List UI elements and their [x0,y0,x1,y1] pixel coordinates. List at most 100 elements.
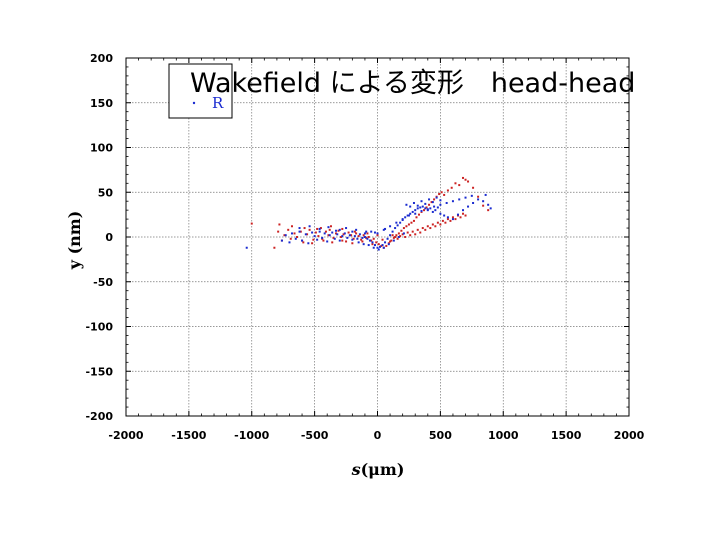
data-point-blue [414,209,417,212]
data-point-red [303,227,306,230]
data-point-blue [351,230,354,233]
data-point-red [278,223,281,226]
data-point-blue [472,201,475,204]
data-point-red [454,182,457,185]
data-point-blue [394,227,397,230]
data-point-red [372,237,375,240]
data-point-red [426,225,429,228]
data-point-red [424,228,427,231]
data-point-red [433,198,436,201]
data-point-red [446,218,449,221]
data-point-red [293,232,296,235]
data-point-blue [396,224,399,227]
y-tick-label: -100 [85,321,113,334]
data-point-blue [456,213,459,216]
data-point-blue [424,202,427,205]
data-point-red [350,234,353,237]
data-point-blue [384,227,387,230]
data-point-red [394,236,397,238]
legend-label-blue: R [212,94,224,112]
data-point-blue [368,239,371,242]
data-point-blue [439,212,442,215]
data-points [245,176,492,251]
data-point-red [477,195,480,198]
data-point-blue [367,244,370,247]
data-point-blue [381,244,384,247]
data-point-blue [431,201,434,204]
data-point-red [411,230,414,233]
data-point-blue [451,200,454,203]
data-point-red [361,240,364,243]
data-point-blue [363,236,366,238]
data-point-blue [401,218,404,221]
data-point-red [352,237,355,240]
data-point-blue [311,231,314,234]
data-point-red [404,236,407,238]
data-point-red [380,244,383,247]
data-point-red [406,231,409,234]
data-point-blue [313,235,316,238]
data-point-blue [307,242,310,245]
data-point-red [302,241,305,244]
y-tick-label: -150 [85,365,113,378]
data-point-blue [363,232,366,235]
data-point-red [299,230,302,233]
data-point-red [402,227,405,230]
data-point-red [308,228,311,231]
y-tick-label: -200 [85,410,113,423]
data-point-red [355,232,358,235]
data-point-blue [341,235,344,238]
data-point-blue [462,209,465,212]
data-point-blue [358,233,361,236]
data-point-red [441,219,444,222]
y-tick-label: -50 [93,276,113,289]
data-point-blue [327,226,330,229]
data-point-blue [280,239,283,242]
data-point-red [296,236,299,238]
data-point-red [342,233,345,236]
data-point-blue [416,204,419,207]
y-tick-label: 100 [90,142,113,155]
data-point-red [391,234,394,237]
data-point-blue [304,233,307,236]
data-point-red [396,237,399,240]
data-point-blue [414,212,417,215]
data-point-red [467,180,470,183]
data-point-red [381,238,384,241]
data-point-red [399,235,402,238]
data-point-red [397,232,400,235]
data-point-red [335,232,338,235]
data-point-blue [355,228,358,231]
data-point-red [407,223,410,226]
data-point-red [438,193,441,196]
data-point-blue [362,243,365,246]
data-point-blue [489,207,492,210]
data-point-blue [338,228,341,231]
data-point-red [341,227,344,230]
data-point-red [414,233,417,236]
data-point-blue [435,196,438,199]
data-point-red [317,235,320,238]
data-point-blue [399,221,402,224]
data-point-blue [443,214,446,217]
data-point-red [429,227,432,230]
data-point-blue [412,201,415,204]
data-point-red [439,223,442,226]
data-point-red [415,216,418,219]
legend-marker-blue [192,101,196,105]
data-point-blue [382,228,385,231]
x-axis-tick-labels: -2000 -1500 -1000 -500 0 500 1000 1500 2000 [108,429,644,442]
data-point-red [353,230,356,233]
x-tick-label: 1500 [551,429,582,442]
data-point-blue [391,230,394,233]
data-point-red [400,229,403,232]
data-point-blue [301,239,304,242]
data-point-blue [356,237,359,240]
data-point-blue [420,200,423,203]
data-point-blue [445,201,448,204]
data-point-blue [361,236,364,239]
x-tick-label: 500 [429,429,452,442]
data-point-blue [431,210,434,213]
data-point-red [451,216,454,219]
data-point-red [436,221,439,224]
